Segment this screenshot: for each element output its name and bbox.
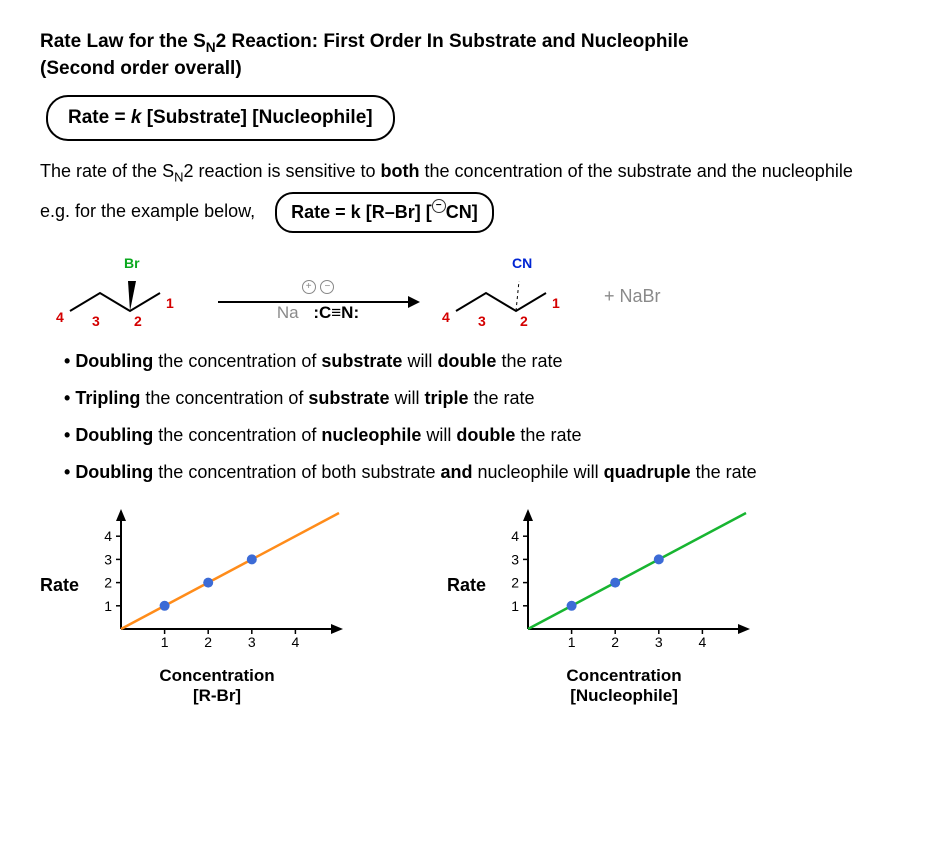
- substrate-molecule: Br 4 3 2 1: [50, 251, 200, 331]
- t1: Rate Law for the S: [40, 31, 206, 52]
- explain-1: The rate of the SN2 reaction is sensitiv…: [40, 159, 898, 186]
- bullet-2: Tripling the concentration of substrate …: [64, 388, 898, 409]
- byproduct: + NaBr: [604, 286, 661, 331]
- svg-text:3: 3: [104, 551, 112, 567]
- svg-text:2: 2: [104, 574, 112, 590]
- svg-text:1: 1: [568, 634, 576, 650]
- chart-nucleophile: Rate 1 2 3 4 1 2 3 4 Concentration[Nucleophile]: [447, 505, 754, 707]
- reaction-scheme: Br 4 3 2 1 + − Na :C≡N: CN 4 3 2 1 + NaB…: [50, 251, 898, 331]
- br-label: Br: [124, 255, 140, 271]
- example-rate-formula: Rate = k [R–Br] [−CN]: [275, 192, 494, 232]
- chart2-xlabel: Concentration[Nucleophile]: [494, 666, 754, 707]
- chart1-plot: 1 2 3 4 1 2 3 4: [87, 505, 347, 660]
- svg-text:4: 4: [104, 528, 112, 544]
- rate-bullets: Doubling the concentration of substrate …: [64, 351, 898, 483]
- svg-text:4: 4: [292, 634, 300, 650]
- t1b: 2 Reaction: First Order In Substrate and…: [216, 31, 689, 52]
- svg-text:2: 2: [511, 574, 519, 590]
- product-molecule: CN 4 3 2 1: [436, 251, 586, 331]
- svg-text:4: 4: [699, 634, 707, 650]
- svg-text:2: 2: [611, 634, 619, 650]
- bullet-3: Doubling the concentration of nucleophil…: [64, 425, 898, 446]
- chart1-xlabel: Concentration[R-Br]: [87, 666, 347, 707]
- t1s: N: [206, 40, 216, 55]
- svg-text:4: 4: [511, 528, 519, 544]
- t2: (Second order overall): [40, 58, 242, 79]
- svg-text:3: 3: [248, 634, 256, 650]
- svg-text:2: 2: [204, 634, 212, 650]
- explain-2: e.g. for the example below, Rate = k [R–…: [40, 192, 898, 232]
- reaction-arrow: + − Na :C≡N:: [218, 301, 418, 331]
- page-title: Rate Law for the SN2 Reaction: First Ord…: [40, 30, 898, 81]
- svg-text:1: 1: [511, 597, 519, 613]
- svg-text:1: 1: [161, 634, 169, 650]
- svg-text:3: 3: [655, 634, 663, 650]
- cn-label: CN: [512, 255, 532, 271]
- chart1-ylabel: Rate: [40, 575, 79, 636]
- charts-row: Rate 1 2 3 4 1 2 3 4 Concentration[R-Br] Rate 1…: [40, 505, 898, 707]
- chart2-plot: 1 2 3 4 1 2 3 4: [494, 505, 754, 660]
- bullet-4: Doubling the concentration of both subst…: [64, 462, 898, 483]
- main-rate-formula: Rate = k [Substrate] [Nucleophile]: [46, 95, 395, 141]
- bullet-1: Doubling the concentration of substrate …: [64, 351, 898, 372]
- svg-text:1: 1: [104, 597, 112, 613]
- chart-substrate: Rate 1 2 3 4 1 2 3 4 Concentration[R-Br]: [40, 505, 347, 707]
- chart2-ylabel: Rate: [447, 575, 486, 636]
- svg-text:3: 3: [511, 551, 519, 567]
